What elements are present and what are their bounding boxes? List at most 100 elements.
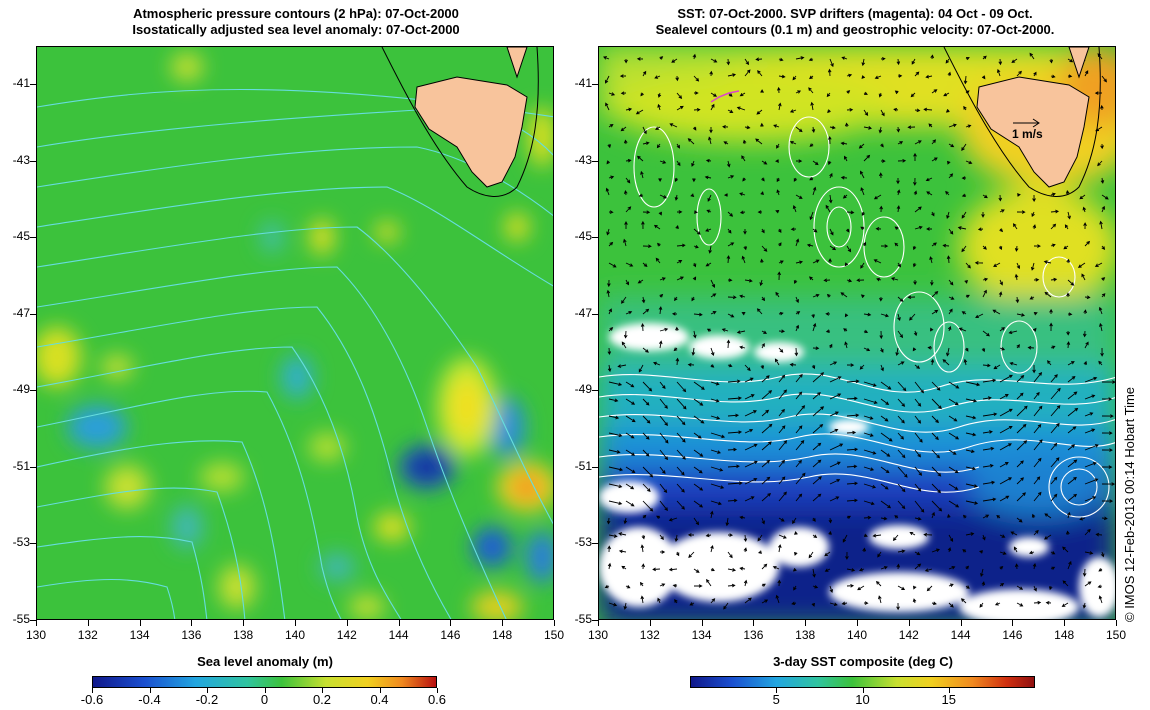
velocity-arrow <box>642 398 650 406</box>
velocity-arrow <box>1084 70 1089 77</box>
velocity-arrow <box>1100 551 1105 558</box>
velocity-arrow <box>1067 459 1078 468</box>
velocity-arrow <box>1065 530 1070 536</box>
sea-level-colorbar-tick <box>207 688 208 693</box>
right-map-y-tick <box>592 84 598 86</box>
velocity-arrow <box>1014 563 1019 570</box>
velocity-arrow <box>727 430 743 434</box>
velocity-arrow <box>897 381 907 392</box>
velocity-arrow <box>1082 568 1087 577</box>
velocity-arrow <box>897 415 905 424</box>
velocity-arrow <box>708 245 712 254</box>
velocity-arrow <box>948 466 959 474</box>
velocity-arrow <box>846 278 853 283</box>
velocity-arrow <box>880 432 893 442</box>
velocity-arrow <box>844 313 849 318</box>
velocity-arrow <box>947 160 951 165</box>
velocity-arrow <box>657 597 661 604</box>
velocity-arrow <box>897 313 901 321</box>
right-map-y-label: -53 <box>574 535 592 550</box>
velocity-arrow <box>829 245 837 251</box>
velocity-arrow <box>744 597 752 604</box>
velocity-arrow <box>1099 322 1103 332</box>
velocity-arrow <box>1016 193 1021 197</box>
velocity-arrow <box>993 364 1001 370</box>
velocity-arrow <box>1043 260 1052 264</box>
velocity-arrow <box>827 109 831 114</box>
velocity-arrow <box>1027 345 1035 350</box>
velocity-arrow <box>625 381 635 388</box>
velocity-arrow <box>1084 240 1091 247</box>
right-map-x-tick <box>1116 620 1117 626</box>
velocity-arrow <box>642 70 647 77</box>
velocity-arrow <box>693 398 704 406</box>
velocity-arrow <box>999 279 1003 286</box>
velocity-arrow <box>795 425 803 434</box>
velocity-arrow <box>693 415 705 424</box>
velocity-arrow <box>1011 58 1018 64</box>
sea-level-colorbar-label: 0.2 <box>312 692 332 707</box>
tasmania-land <box>414 76 528 188</box>
velocity-arrow <box>1083 222 1087 230</box>
sealevel-contours <box>599 116 1115 518</box>
velocity-arrow <box>705 533 712 538</box>
velocity-arrow <box>1033 391 1040 400</box>
velocity-arrow <box>1050 493 1058 502</box>
velocity-arrow <box>912 262 917 268</box>
velocity-arrow <box>880 57 886 61</box>
left-title: Atmospheric pressure contours (2 hPa): 0… <box>36 6 556 38</box>
velocity-arrow <box>693 449 704 457</box>
velocity-arrow <box>948 415 958 422</box>
velocity-arrow <box>982 330 990 337</box>
velocity-arrow <box>982 396 992 400</box>
velocity-arrow <box>777 271 782 281</box>
velocity-arrow <box>727 583 736 588</box>
velocity-arrow <box>808 551 814 559</box>
velocity-arrow <box>775 210 780 214</box>
velocity-arrow <box>897 466 908 478</box>
velocity-arrow <box>621 341 627 349</box>
velocity-arrow <box>1044 291 1052 298</box>
velocity-arrow <box>1067 444 1076 451</box>
right-map-x-tick <box>1012 620 1014 626</box>
velocity-arrow <box>620 126 627 132</box>
velocity-arrow <box>914 364 921 369</box>
velocity-arrow <box>914 551 921 556</box>
left-map-x-tick <box>243 620 245 626</box>
velocity-arrow <box>693 245 699 249</box>
velocity-arrow <box>812 228 818 233</box>
right-map-y-tick <box>592 237 598 239</box>
velocity-arrow <box>759 279 764 287</box>
velocity-arrow <box>876 277 882 282</box>
velocity-arrow <box>914 466 923 476</box>
velocity-arrow <box>727 73 737 77</box>
velocity-arrow <box>931 381 941 391</box>
velocity-arrow <box>792 75 797 81</box>
velocity-arrow <box>608 241 614 247</box>
velocity-arrow <box>693 228 701 235</box>
velocity-arrow <box>795 391 803 400</box>
velocity-arrow <box>671 312 678 316</box>
velocity-arrow <box>863 91 868 96</box>
velocity-arrow <box>925 74 933 79</box>
velocity-arrow <box>1098 568 1103 572</box>
velocity-arrow <box>946 211 950 220</box>
velocity-arrow <box>727 228 732 234</box>
velocity-arrow <box>863 154 871 162</box>
velocity-arrow <box>1016 460 1024 468</box>
velocity-arrow <box>880 398 890 405</box>
velocity-arrow <box>1028 550 1035 555</box>
velocity-arrow <box>1033 244 1041 248</box>
velocity-arrow <box>948 432 960 440</box>
velocity-arrow <box>642 210 651 215</box>
velocity-arrow <box>927 345 933 350</box>
velocity-arrow <box>806 243 814 248</box>
velocity-arrow <box>736 106 746 111</box>
velocity-arrow <box>914 563 922 570</box>
velocity-arrow <box>604 584 610 589</box>
velocity-arrow <box>1079 517 1086 521</box>
velocity-arrow <box>1066 330 1070 336</box>
velocity-arrow <box>1101 465 1113 469</box>
velocity-arrow <box>1009 361 1018 366</box>
velocity-arrow <box>778 459 786 468</box>
